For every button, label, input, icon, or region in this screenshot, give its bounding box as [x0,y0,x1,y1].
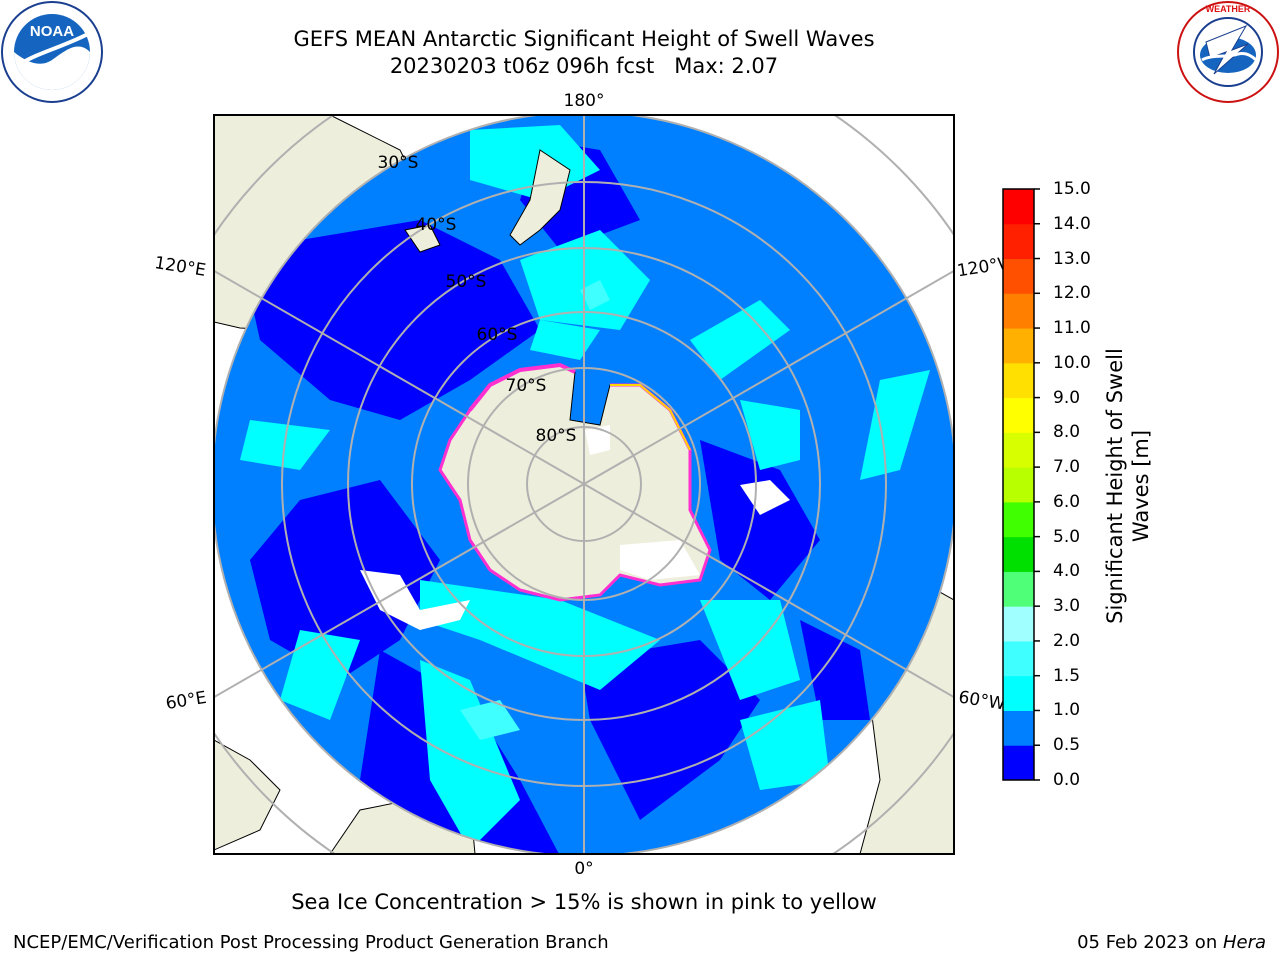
colorbar-tick-label: 10.0 [1053,352,1091,373]
colorbar-bin [1003,710,1034,746]
colorbar-tick-label: 0.5 [1053,735,1081,756]
lat-label-80s: 80°S [536,426,577,446]
colorbar-bin [1003,223,1034,260]
colorbar-label-line2: Waves [m] [1129,429,1153,543]
colorbar-tick-label: 8.0 [1053,422,1081,443]
colorbar-bin [1003,606,1034,642]
nws-logo: WEATHER [1177,1,1279,103]
noaa-logo-text: NOAA [30,23,74,40]
sea-ice-note: Sea Ice Concentration > 15% is shown in … [291,890,877,914]
colorbar-tick-label: 3.0 [1053,596,1081,617]
svg-text:WEATHER: WEATHER [1206,4,1251,14]
colorbar-frame [1002,188,1035,781]
lon-label-0: 0° [574,859,593,879]
map-frame [213,114,955,855]
lat-label-40s: 40°S [416,215,457,235]
colorbar-bin [1003,745,1034,781]
colorbar-bin [1003,189,1034,225]
footer-right: 05 Feb 2023 on Hera [1077,932,1266,953]
colorbar-bin [1003,675,1034,711]
colorbar-tick-label: 0.0 [1053,770,1081,790]
lon-label-120e: 120°E [153,253,207,281]
lon-label-180: 180° [564,91,605,111]
title-line-1: GEFS MEAN Antarctic Significant Height o… [293,27,875,51]
colorbar-tick-label: 15.0 [1053,179,1091,199]
footer-left: NCEP/EMC/Verification Post Processing Pr… [13,932,609,953]
noaa-logo: NOAA [1,1,103,103]
colorbar-tick-label: 6.0 [1053,491,1081,512]
lat-label-30s: 30°S [378,153,419,173]
colorbar-bin [1003,571,1034,607]
colorbar-label-line1: Significant Height of Swell [1103,348,1127,624]
colorbar-tick-label: 7.0 [1053,457,1081,478]
colorbar-tick-label: 11.0 [1053,318,1091,339]
colorbar-label: Significant Height of Swell Waves [m] [1102,306,1154,666]
footer-host: Hera [1222,932,1266,953]
colorbar-bin [1003,467,1034,503]
colorbar-tick-label: 5.0 [1053,526,1081,547]
colorbar-tick-label: 12.0 [1053,283,1091,304]
colorbar-bin [1003,328,1034,364]
colorbar-bin [1003,536,1034,572]
colorbar-tick-label: 14.0 [1053,213,1091,234]
colorbar [1003,188,1040,781]
lon-label-60w: 60°W [957,687,1007,714]
colorbar-bin [1003,362,1034,399]
colorbar-tick-label: 13.0 [1053,248,1091,269]
lat-label-70s: 70°S [506,376,547,396]
colorbar-tick-label: 1.5 [1053,665,1081,686]
colorbar-tick-label: 1.0 [1053,700,1081,721]
colorbar-tick-label: 9.0 [1053,387,1081,408]
colorbar-bin [1003,640,1034,677]
colorbar-bin [1003,501,1034,538]
colorbar-tick-label: 4.0 [1053,561,1081,582]
colorbar-bin [1003,397,1034,433]
footer-date: 05 Feb 2023 on [1077,932,1223,953]
title-line-2: 20230203 t06z 096h fcst Max: 2.07 [389,54,779,78]
colorbar-tick-label: 2.0 [1053,630,1081,651]
lat-label-60s: 60°S [477,325,518,345]
colorbar-bin [1003,432,1034,468]
graticule [214,115,954,854]
lat-label-50s: 50°S [446,272,487,292]
colorbar-bin [1003,258,1034,294]
lon-label-60e: 60°E [164,688,208,714]
colorbar-bin [1003,293,1034,329]
